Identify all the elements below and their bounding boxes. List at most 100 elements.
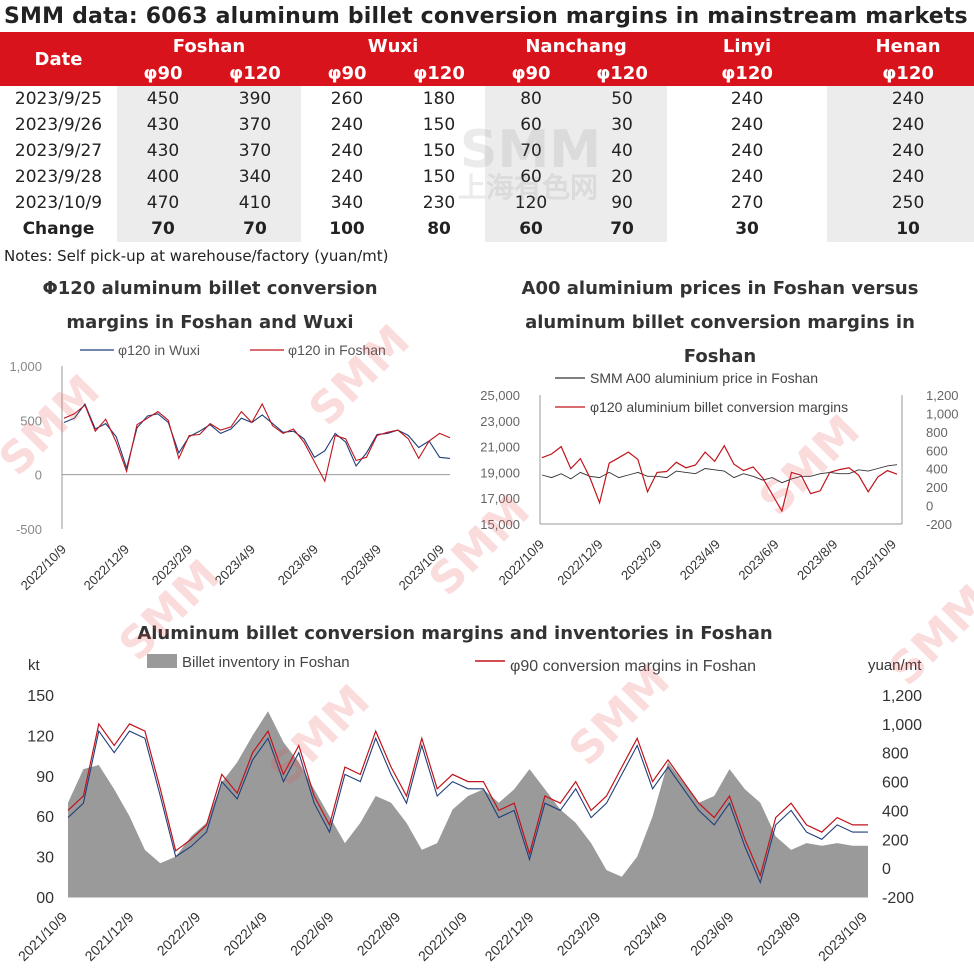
chart3-xtick-label: 2021/12/9 [81, 909, 137, 965]
table-cell: 450 [117, 86, 209, 112]
chart1-xtick-label: 2023/6/9 [275, 542, 321, 588]
table-cell: 240 [827, 86, 974, 112]
table-cell: 150 [422, 167, 456, 187]
table-cell: 20 [577, 164, 668, 190]
table-cell: 40 [577, 138, 668, 164]
table-cell: 30 [577, 112, 668, 138]
chart2-xtick-label: 2022/12/9 [554, 537, 606, 589]
chart2-left-ytick-label: 17,000 [480, 491, 520, 506]
table-cell: 50 [577, 86, 668, 112]
chart2-right-ytick-label: -200 [926, 517, 952, 532]
chart1-legend-label: φ120 in Foshan [288, 342, 386, 358]
chart2-left-ytick-label: 19,000 [480, 465, 520, 480]
table-row: 2023/9/27 430 370 240 150 70 40 240 240 [0, 138, 974, 164]
chart3-inventory-area [68, 711, 868, 897]
chart2-left-ytick-label: 21,000 [480, 440, 520, 455]
chart1-title-line: Φ120 aluminum billet conversion [42, 278, 378, 299]
table-cell: 430 [117, 138, 209, 164]
chart2-series-line [541, 444, 898, 513]
margins-table: Date Foshan Wuxi Nanchang Linyi Henan φ9… [0, 32, 974, 242]
table-cell: 410 [209, 190, 302, 216]
market-header: Henan [827, 32, 974, 60]
chart2-xtick-label: 2023/4/9 [677, 537, 723, 583]
chart3-right-ytick-label: 400 [882, 803, 909, 820]
table-cell: 340 [209, 164, 302, 190]
table-cell: 70 [117, 216, 209, 242]
chart1-ytick-label: 1,000 [9, 359, 42, 374]
chart3-right-ytick-label: 600 [882, 775, 909, 792]
chart1-legend-label: φ120 in Wuxi [118, 342, 200, 358]
chart2-right-ytick-label: 800 [926, 425, 948, 440]
notes: Notes: Self pick-up at warehouse/factory… [4, 247, 389, 265]
table-cell: 120 [485, 190, 578, 216]
watermark-logo: SMM [460, 120, 601, 180]
chart3-xtick-label: 2022/10/9 [415, 909, 471, 965]
chart2-title-line: A00 aluminium prices in Foshan versus [521, 278, 919, 299]
table-cell: 80 [485, 86, 578, 112]
chart3-xtick-label: 2021/10/9 [15, 909, 71, 965]
table-cell: 340 [330, 193, 364, 213]
table-cell: 10 [827, 216, 974, 242]
table-cell: 180 [422, 89, 456, 109]
chart3-title: Aluminum billet conversion margins and i… [137, 623, 773, 644]
row-label: 2023/9/28 [14, 167, 103, 187]
table-cell: 240 [330, 167, 364, 187]
table-header-row: Date Foshan Wuxi Nanchang Linyi Henan [0, 32, 974, 86]
table-cell: 60 [485, 216, 578, 242]
spec-header: φ90 [117, 60, 209, 86]
table-row: 2023/9/26 430 370 240 150 60 30 240 240 [0, 112, 974, 138]
change-row: Change 70 70 100 80 60 70 30 10 [0, 216, 974, 242]
chart2-xtick-label: 2023/2/9 [618, 537, 664, 583]
table-row: 2023/10/9 470 410 340 230 120 90 270 250 [0, 190, 974, 216]
chart3-right-ytick-label: 0 [882, 861, 891, 878]
chart3-xtick-label: 2022/8/9 [354, 909, 404, 959]
market-header: Foshan [117, 32, 302, 60]
table-cell: 90 [577, 190, 668, 216]
row-label: 2023/9/27 [14, 141, 103, 161]
row-label: Change [22, 219, 95, 239]
spec-header: φ120 [393, 60, 486, 86]
chart1-xtick-label: 2022/10/9 [18, 542, 70, 594]
table-cell: 370 [209, 112, 302, 138]
table-cell: 70 [209, 216, 302, 242]
date-header: Date [0, 32, 117, 86]
chart3-right-ytick-label: 200 [882, 832, 909, 849]
chart3-xtick-label: 2023/2/9 [554, 909, 604, 959]
chart3-xtick-label: 2022/2/9 [154, 909, 204, 959]
table-cell: 60 [485, 164, 578, 190]
chart2-right-ytick-label: 400 [926, 462, 948, 477]
chart3-xtick-label: 2023/4/9 [620, 909, 670, 959]
chart3-right-ytick-label: 1,200 [882, 688, 922, 705]
chart3-xtick-label: 2023/10/9 [815, 909, 871, 965]
chart2-title-line: Foshan [683, 346, 757, 367]
spec-header: φ120 [209, 60, 302, 86]
table-cell: 240 [330, 141, 364, 161]
table-cell: 70 [577, 216, 668, 242]
table-cell: 150 [422, 115, 456, 135]
chart3-right-ytick-label: 800 [882, 746, 909, 763]
chart2-series-line [541, 464, 898, 484]
market-header: Nanchang [485, 32, 668, 60]
chart2-xtick-label: 2023/10/9 [848, 537, 900, 589]
chart3-right-ytick-label: -200 [882, 890, 914, 907]
table-cell: 230 [422, 193, 456, 213]
row-label: 2023/9/26 [14, 115, 103, 135]
row-label: 2023/10/9 [14, 193, 103, 213]
row-label: 2023/9/25 [14, 89, 103, 109]
chart2-legend-label: φ120 aluminium billet conversion margins [590, 399, 848, 415]
table-cell: 250 [827, 190, 974, 216]
table-cell: 240 [827, 138, 974, 164]
chart2-right-ytick-label: 200 [926, 480, 948, 495]
chart3-xtick-label: 2022/6/9 [287, 909, 337, 959]
chart2-title: A00 aluminium prices in Foshan versus al… [500, 272, 940, 374]
table-cell: 80 [427, 219, 451, 239]
chart3-right-unit: yuan/mt [868, 657, 922, 674]
chart1-xtick-label: 2022/12/9 [81, 542, 133, 594]
spec-header: φ120 [667, 60, 828, 86]
table-cell: 430 [117, 112, 209, 138]
chart2-left-ytick-label: 23,000 [480, 414, 520, 429]
table-cell: 400 [117, 164, 209, 190]
table-cell: 270 [730, 193, 764, 213]
chart1-ytick-label: -500 [16, 522, 42, 537]
table-cell: 100 [329, 219, 365, 239]
